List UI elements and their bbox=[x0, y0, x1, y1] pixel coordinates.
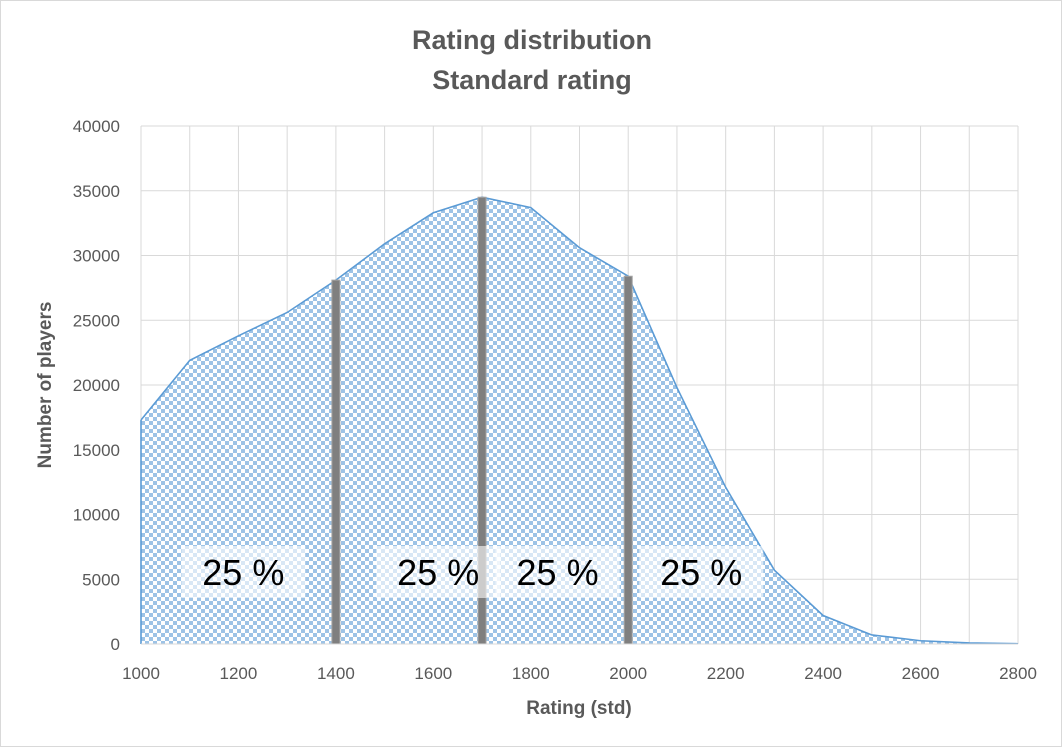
y-tick-label: 35000 bbox=[73, 182, 120, 201]
quartile-label-bg bbox=[495, 546, 620, 598]
y-tick-label: 10000 bbox=[73, 506, 120, 525]
y-axis-title: Number of players bbox=[35, 302, 56, 469]
y-tick-label: 40000 bbox=[73, 117, 120, 136]
quartile-label-bg bbox=[376, 546, 501, 598]
y-tick-label: 25000 bbox=[73, 311, 120, 330]
y-tick-label: 5000 bbox=[82, 570, 120, 589]
x-tick-label: 2600 bbox=[902, 664, 940, 683]
quartile-line bbox=[331, 279, 341, 645]
plot-area bbox=[140, 196, 1019, 645]
y-tick-label: 0 bbox=[111, 635, 120, 654]
quartile-labels: 25 % 25 % 25 % 25 % bbox=[181, 546, 764, 598]
x-tick-label: 1000 bbox=[122, 664, 160, 683]
series-line bbox=[140, 196, 1019, 645]
x-axis-title: Rating (std) bbox=[526, 698, 632, 719]
chart-subtitle: Standard rating bbox=[432, 65, 632, 95]
quartile-label: 25 % bbox=[517, 552, 599, 593]
x-tick-label: 1600 bbox=[414, 664, 452, 683]
quartile-label-bg bbox=[639, 546, 764, 598]
x-tick-label: 2000 bbox=[609, 664, 647, 683]
quartile-label: 25 % bbox=[660, 552, 742, 593]
quartile-label: 25 % bbox=[202, 552, 284, 593]
area-fill bbox=[141, 197, 1018, 644]
quartile-label-bg bbox=[181, 546, 306, 598]
quartile-line bbox=[623, 275, 633, 645]
x-tick-label: 2800 bbox=[999, 664, 1037, 683]
chart-title: Rating distribution bbox=[412, 25, 652, 55]
x-tick-label: 2200 bbox=[707, 664, 745, 683]
y-tick-label: 20000 bbox=[73, 376, 120, 395]
axes: 1000 1200 1400 1600 1800 2000 2200 2400 2600 2800… bbox=[73, 117, 1037, 683]
x-tick-label: 2400 bbox=[804, 664, 842, 683]
x-tick-label: 1800 bbox=[512, 664, 550, 683]
x-tick-label: 1200 bbox=[220, 664, 258, 683]
quartile-label: 25 % bbox=[397, 552, 479, 593]
y-tick-label: 30000 bbox=[73, 247, 120, 266]
y-tick-label: 15000 bbox=[73, 441, 120, 460]
x-tick-label: 1400 bbox=[317, 664, 355, 683]
